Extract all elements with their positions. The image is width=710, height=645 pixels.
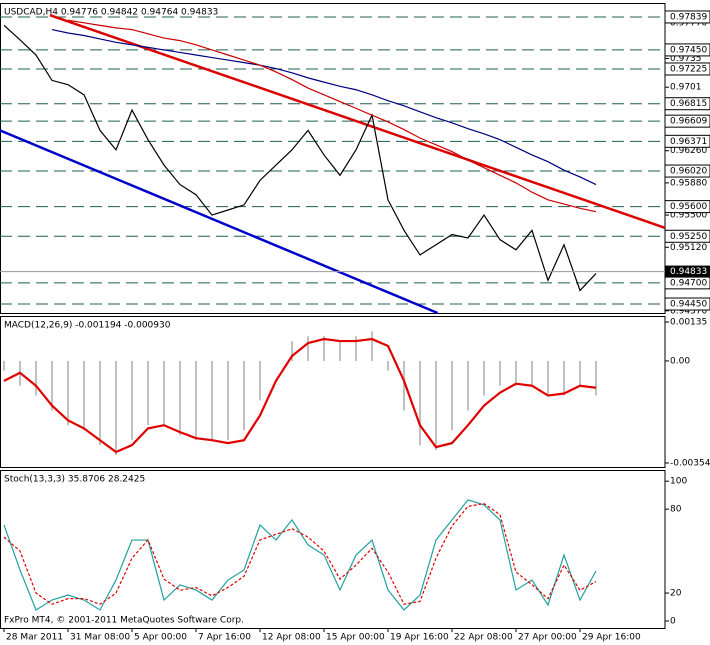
y-tick-label: 80: [670, 505, 682, 515]
panel-title: MACD(12,26,9) -0.001194 -0.000930: [4, 321, 171, 331]
level-label: 0.94450: [670, 300, 707, 310]
current-price-label: 0.94833: [670, 267, 707, 277]
y-tick-label: 0.94370: [670, 306, 707, 316]
level-label: 0.97450: [670, 45, 707, 55]
level-label: 0.95600: [670, 202, 707, 212]
x-tick-label: 12 Apr 08:00: [262, 633, 321, 643]
panel-title: USDCAD,H4 0.94776 0.94842 0.94764 0.9483…: [4, 8, 218, 18]
stoch-signal: [3, 502, 597, 605]
moving-average: [67, 19, 597, 213]
level-box: [664, 43, 710, 57]
level-label: 0.96020: [670, 167, 707, 177]
y-tick-label: 20: [670, 589, 682, 599]
level-box: [664, 10, 710, 24]
level-box: [664, 200, 710, 214]
trend-line: [49, 14, 666, 229]
level-box: [664, 134, 710, 148]
price-line: [3, 24, 597, 292]
x-tick-label: 7 Apr 16:00: [198, 633, 251, 643]
level-box: [664, 97, 710, 111]
level-box: [664, 229, 710, 243]
level-box: [664, 297, 710, 311]
x-tick-label: 31 Mar 08:00: [70, 633, 130, 643]
x-tick-label: 19 Apr 16:00: [390, 633, 449, 643]
x-tick-label: 28 Mar 2011: [6, 633, 63, 643]
x-tick-label: 29 Apr 16:00: [582, 633, 641, 643]
level-label: 0.96609: [670, 117, 707, 127]
x-tick-label: 15 Apr 00:00: [326, 633, 385, 643]
panel-title: Stoch(13,3,3) 35.8706 28.2425: [4, 475, 145, 485]
trend-line: [0, 129, 439, 315]
x-tick-label: 27 Apr 00:00: [518, 633, 577, 643]
moving-average: [51, 29, 597, 186]
y-tick-label: 100: [670, 477, 687, 487]
level-label: 0.96815: [670, 99, 707, 109]
panel-frame: [0, 470, 666, 629]
current-price-box: [665, 265, 710, 278]
level-label: 0.95250: [670, 232, 707, 242]
stoch-main: [3, 499, 597, 611]
panel-frame: [0, 3, 666, 314]
y-tick-label: 0.00: [670, 356, 690, 366]
y-tick-label: 0.95500: [670, 211, 707, 221]
y-tick-label: 0.00135: [670, 318, 707, 328]
level-label: 0.94700: [670, 278, 707, 288]
footer: FxPro MT4, © 2001-2011 MetaQuotes Softwa…: [4, 616, 244, 626]
level-label: 0.96371: [670, 137, 707, 147]
y-tick-label: 0.9735: [670, 54, 702, 64]
y-tick-label: -0.00354: [670, 458, 710, 468]
level-box: [664, 62, 710, 76]
y-tick-label: 0: [670, 617, 676, 627]
y-tick-label: 0.96260: [670, 146, 707, 156]
level-label: 0.97839: [670, 12, 707, 22]
level-box: [664, 114, 710, 128]
y-tick-label: 0.95880: [670, 178, 707, 188]
y-tick-label: 0.9701: [670, 83, 702, 93]
level-label: 0.97225: [670, 64, 707, 74]
panel-frame: [0, 316, 666, 468]
y-tick-label: 0.95120: [670, 243, 707, 253]
macd-signal: [3, 337, 597, 454]
x-tick-label: 5 Apr 00:00: [134, 633, 187, 643]
level-box: [664, 164, 710, 178]
x-tick-label: 22 Apr 08:00: [454, 633, 513, 643]
